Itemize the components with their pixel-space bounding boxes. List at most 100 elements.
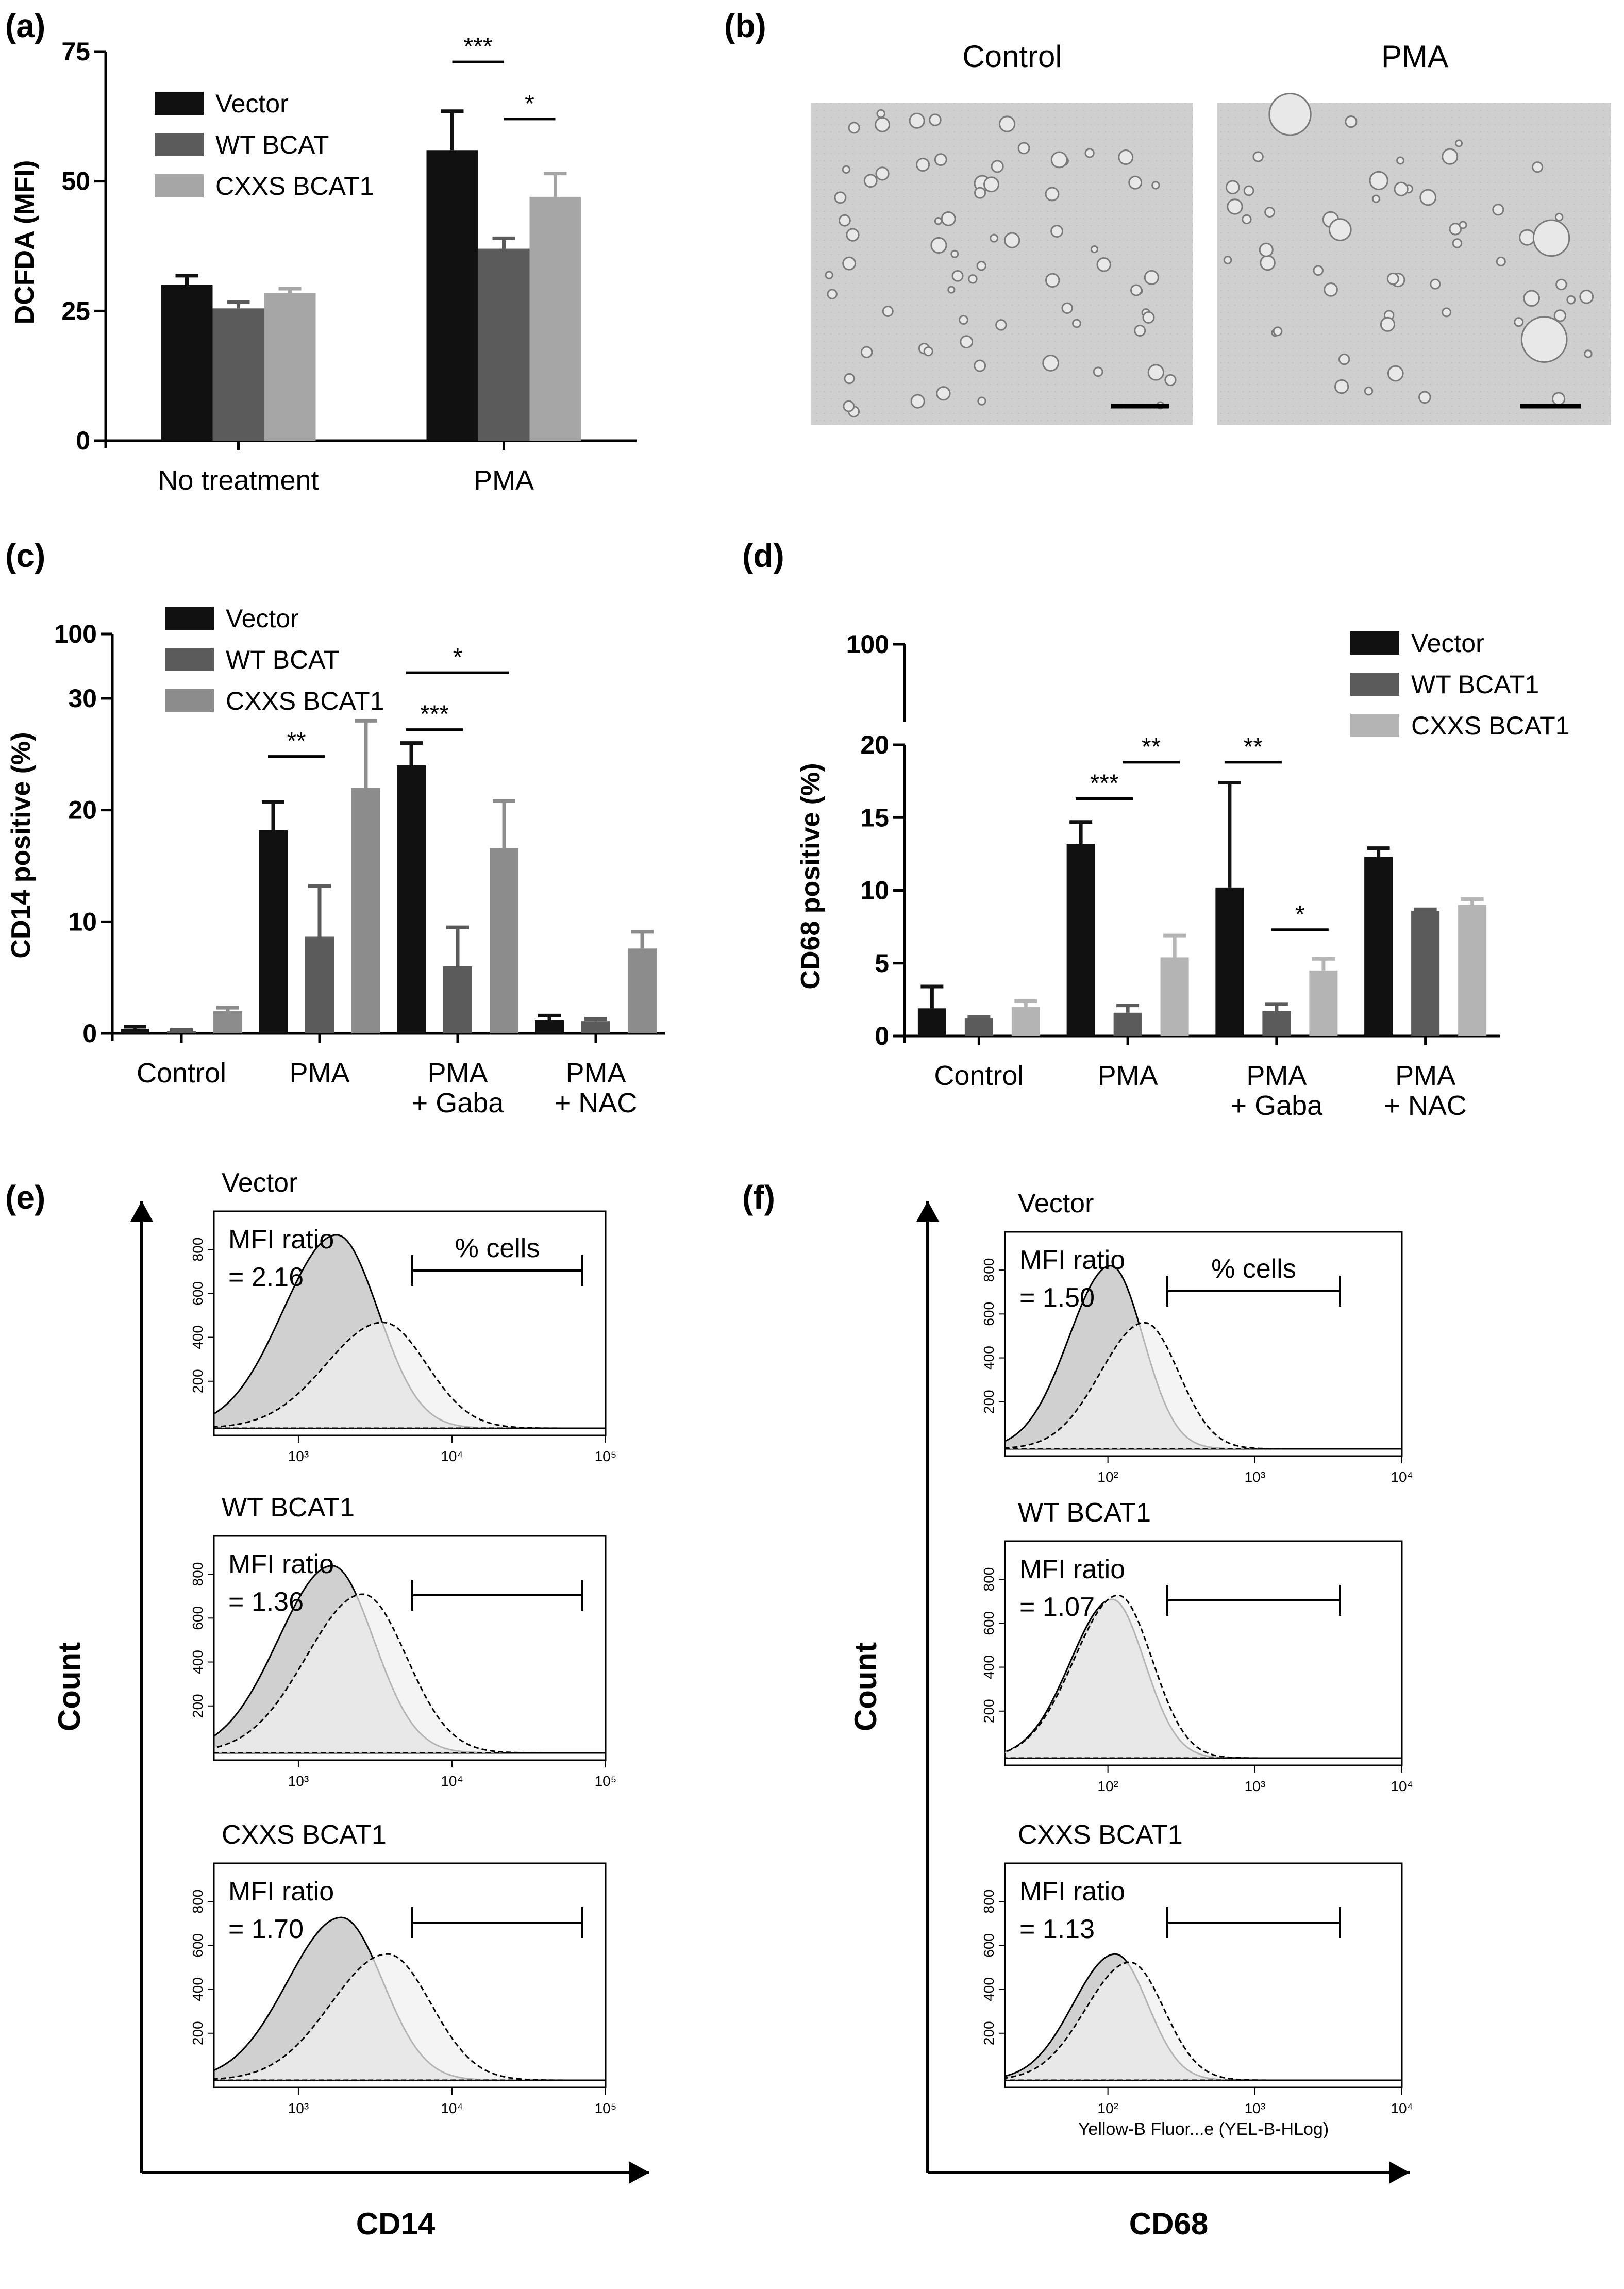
cell bbox=[1225, 180, 1240, 195]
y-tick-label: 0 bbox=[82, 1019, 97, 1048]
cell bbox=[1268, 93, 1312, 136]
cell bbox=[1264, 207, 1276, 218]
cell bbox=[960, 335, 974, 349]
legend-label: CXXS BCAT1 bbox=[215, 172, 374, 201]
histogram-open-curve bbox=[1004, 1961, 1402, 2081]
bar-vector bbox=[535, 1020, 564, 1033]
cell bbox=[910, 394, 925, 409]
x-tick-label: 10⁴ bbox=[441, 1773, 463, 1789]
cell bbox=[1334, 379, 1349, 394]
y-tick-label: 15 bbox=[860, 803, 889, 832]
mfi-ratio-value: = 1.70 bbox=[228, 1914, 304, 1944]
bar-cxxs-bcat1 bbox=[1160, 957, 1189, 1036]
x-tick-label: + Gaba bbox=[1231, 1090, 1324, 1121]
cell bbox=[929, 113, 942, 126]
y-tick-label: 400 bbox=[190, 1977, 206, 2001]
cell bbox=[1532, 161, 1544, 173]
x-tick-label: 10³ bbox=[1245, 1469, 1265, 1485]
cell bbox=[936, 386, 951, 401]
cell bbox=[977, 396, 986, 406]
x-tick-label: PMA bbox=[1395, 1060, 1455, 1091]
cell bbox=[1084, 148, 1095, 158]
legend-swatch bbox=[1350, 714, 1399, 737]
y-tick-label: 200 bbox=[981, 1390, 997, 1414]
micrograph-pma bbox=[1217, 103, 1611, 425]
cell bbox=[1096, 257, 1111, 272]
bar-cxxs-bcat1 bbox=[213, 1011, 242, 1033]
cells-control bbox=[825, 109, 1177, 417]
y-tick-label: 800 bbox=[981, 1567, 997, 1592]
cell bbox=[951, 270, 964, 282]
histogram-title: Vector bbox=[1018, 1189, 1094, 1218]
micrograph-control bbox=[811, 103, 1193, 425]
x-tick-label: 10⁴ bbox=[1391, 1778, 1413, 1794]
bar-cxxs-bcat1 bbox=[1309, 970, 1338, 1036]
cell bbox=[1418, 391, 1431, 404]
cell bbox=[1553, 309, 1567, 322]
legend-swatch bbox=[1350, 673, 1399, 696]
histogram-title: WT BCAT1 bbox=[222, 1493, 355, 1523]
x-tick-label: 10⁴ bbox=[1391, 1469, 1413, 1485]
cell bbox=[1364, 386, 1374, 396]
bar-vector bbox=[1066, 844, 1095, 1036]
x-tick-label: Control bbox=[137, 1058, 226, 1089]
mfi-ratio-label: MFI ratio bbox=[1019, 1555, 1125, 1584]
cell bbox=[923, 346, 933, 357]
x-tick-label: 10² bbox=[1097, 1469, 1118, 1485]
cell bbox=[1584, 349, 1593, 358]
y-tick-label: 200 bbox=[190, 1369, 206, 1393]
bar-wt-bcat1 bbox=[964, 1018, 993, 1036]
y-tick-label: 800 bbox=[981, 1258, 997, 1282]
cell bbox=[842, 165, 851, 174]
y-tick-label: 5 bbox=[875, 949, 889, 978]
bar-cxxs-bcat1 bbox=[351, 788, 380, 1033]
y-tick-label: 600 bbox=[190, 1606, 206, 1630]
cell bbox=[1496, 256, 1506, 266]
legend-label: CXXS BCAT1 bbox=[1411, 711, 1570, 740]
significance-label: *** bbox=[420, 701, 449, 728]
cell bbox=[1579, 289, 1594, 304]
cell bbox=[1459, 221, 1467, 229]
x-tick-label: 10³ bbox=[1245, 1778, 1265, 1794]
y-axis-label: CD68 positive (%) bbox=[796, 763, 826, 989]
legend-swatch bbox=[155, 92, 204, 115]
y-tick-label: 400 bbox=[190, 1650, 206, 1674]
y-axis-label: CD14 positive (%) bbox=[6, 732, 36, 958]
cell bbox=[1324, 282, 1338, 297]
cell bbox=[1523, 290, 1540, 307]
cell bbox=[1093, 366, 1103, 377]
bar-cxxs-bcat1 bbox=[490, 848, 518, 1033]
mfi-ratio-label: MFI ratio bbox=[228, 1225, 334, 1255]
significance-label: * bbox=[1295, 901, 1305, 928]
cell bbox=[1492, 204, 1504, 216]
cell bbox=[991, 160, 1004, 173]
y-tick-label: 400 bbox=[981, 1655, 997, 1679]
y-tick-label: 20 bbox=[860, 730, 889, 759]
mfi-ratio-value: = 2.16 bbox=[228, 1262, 304, 1292]
bar-wt-bcat bbox=[581, 1021, 610, 1033]
cell bbox=[1338, 353, 1350, 365]
cell bbox=[1419, 189, 1437, 206]
histogram-open-curve bbox=[1004, 1594, 1402, 1759]
micrograph-title-control: Control bbox=[962, 39, 1062, 74]
marker-axis-label: CD68 bbox=[1129, 2207, 1208, 2241]
legend-swatch bbox=[165, 689, 214, 712]
cells-pma bbox=[1223, 93, 1594, 406]
x-tick-label: 10⁵ bbox=[595, 1448, 617, 1464]
x-tick-label: 10² bbox=[1097, 1778, 1118, 1794]
histogram-open-curve bbox=[1004, 1322, 1402, 1450]
y-tick-label: 0 bbox=[875, 1022, 889, 1050]
cell bbox=[1551, 392, 1566, 406]
y-tick-label: 600 bbox=[190, 1933, 206, 1958]
cell bbox=[842, 256, 857, 271]
cell bbox=[1394, 181, 1409, 196]
bar-wt-bcat bbox=[212, 308, 264, 441]
cell bbox=[1004, 232, 1020, 248]
mfi-ratio-value: = 1.07 bbox=[1019, 1592, 1095, 1622]
cell bbox=[1532, 219, 1570, 257]
cell bbox=[1142, 311, 1155, 324]
y-tick-label: 400 bbox=[981, 1346, 997, 1370]
count-axis-label: Count bbox=[848, 1642, 883, 1731]
chart-c: 100 0 10 20 30 CD14 positive (%) Control PMA ** P… bbox=[6, 604, 665, 1118]
y-tick-label: 600 bbox=[190, 1281, 206, 1306]
